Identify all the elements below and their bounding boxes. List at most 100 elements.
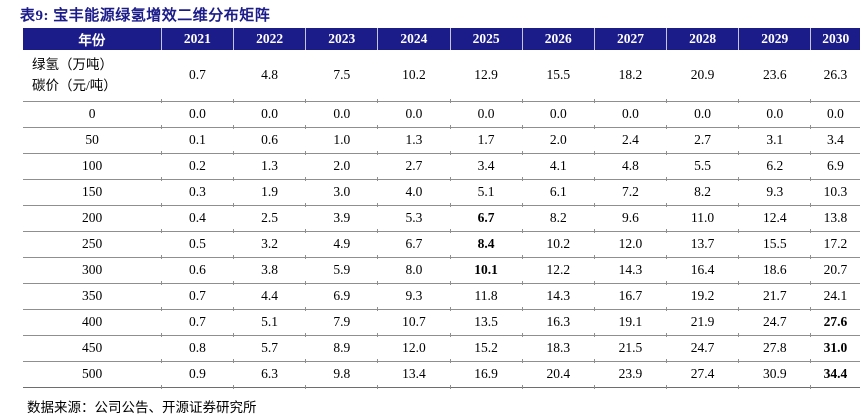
value-cell: 2.5 [232,205,306,232]
value-cell: 1.3 [377,127,451,154]
value-cell: 8.2 [521,205,595,232]
value-cell: 0.3 [160,179,234,206]
value-cell: 8.4 [449,231,523,258]
value-cell: 10.7 [377,309,451,336]
value-cell: 0.0 [232,101,306,128]
value-cell: 21.9 [666,309,739,336]
value-cell: 3.0 [305,179,378,206]
value-cell: 3.1 [738,127,811,154]
carbon-price-row-50: 50 0.1 0.6 1.0 1.3 1.7 2.0 2.4 2.7 3.1 3.4 [23,127,860,154]
value-cell: 12.4 [738,205,811,232]
row-label: 350 [23,283,162,310]
value-cell: 6.9 [305,283,378,310]
value-cell: 2.0 [305,153,378,180]
value-cell: 1.3 [232,153,306,180]
value-cell: 6.9 [810,153,860,180]
distribution-matrix-table: 年份 2021 2022 2023 2024 2025 2026 2027 2028 2029 2… [23,28,860,388]
green-hydrogen-value-cell: 7.5 [305,50,378,103]
value-cell: 10.1 [449,257,523,284]
value-cell: 10.2 [521,231,595,258]
value-cell: 3.2 [232,231,306,258]
value-cell: 12.0 [377,335,451,362]
value-cell: 0.0 [810,101,860,128]
value-cell: 1.9 [232,179,306,206]
carbon-price-row-100: 100 0.2 1.3 2.0 2.7 3.4 4.1 4.8 5.5 6.2 6.9 [23,153,860,180]
value-cell: 16.7 [593,283,667,310]
value-cell: 27.6 [810,309,860,336]
value-cell: 9.3 [377,283,451,310]
value-cell: 4.4 [232,283,306,310]
value-cell: 0.1 [160,127,234,154]
value-cell: 10.3 [810,179,860,206]
value-cell: 0.5 [160,231,234,258]
green-hydrogen-value-cell: 26.3 [810,50,860,103]
carbon-price-row-200: 200 0.4 2.5 3.9 5.3 6.7 8.2 9.6 11.0 12.4 13.8 [23,205,860,232]
value-cell: 9.6 [593,205,667,232]
row-label-green-hydrogen: 绿氢（万吨） 碳价（元/吨） [23,50,162,102]
value-cell: 19.1 [593,309,667,336]
header-year-2029: 2029 [738,28,811,50]
value-cell: 0.7 [160,309,234,336]
value-cell: 6.7 [449,205,523,232]
value-cell: 5.3 [377,205,451,232]
value-cell: 12.2 [521,257,595,284]
label-carbon-price: 碳价（元/吨） [32,78,117,94]
value-cell: 14.3 [593,257,667,284]
table-header-row: 年份 2021 2022 2023 2024 2025 2026 2027 2028 2029 2… [23,28,860,50]
value-cell: 13.7 [666,231,739,258]
value-cell: 20.4 [521,361,595,388]
value-cell: 0.4 [160,205,234,232]
value-cell: 4.1 [521,153,595,180]
value-cell: 7.9 [305,309,378,336]
row-label: 450 [23,335,162,362]
row-label: 250 [23,231,162,258]
header-year-2025: 2025 [449,28,523,50]
carbon-price-row-250: 250 0.5 3.2 4.9 6.7 8.4 10.2 12.0 13.7 15.5 17.2 [23,231,860,258]
corner-label-year: 年份 [23,28,162,50]
value-cell: 3.9 [305,205,378,232]
value-cell: 15.5 [738,231,811,258]
row-label: 200 [23,205,162,232]
value-cell: 2.0 [521,127,595,154]
carbon-price-row-300: 300 0.6 3.8 5.9 8.0 10.1 12.2 14.3 16.4 18.6 20.7 [23,257,860,284]
value-cell: 19.2 [666,283,739,310]
header-year-2021: 2021 [160,28,234,50]
value-cell: 0.6 [232,127,306,154]
value-cell: 2.4 [593,127,667,154]
value-cell: 1.0 [305,127,378,154]
carbon-price-row-450: 450 0.8 5.7 8.9 12.0 15.2 18.3 21.5 24.7 27.8 31.0 [23,335,860,362]
value-cell: 12.0 [593,231,667,258]
value-cell: 0.0 [521,101,595,128]
value-cell: 3.4 [449,153,523,180]
value-cell: 0.0 [305,101,378,128]
value-cell: 8.0 [377,257,451,284]
green-hydrogen-value-cell: 18.2 [593,50,667,103]
value-cell: 8.2 [666,179,739,206]
value-cell: 14.3 [521,283,595,310]
value-cell: 15.2 [449,335,523,362]
carbon-price-row-150: 150 0.3 1.9 3.0 4.0 5.1 6.1 7.2 8.2 9.3 10.3 [23,179,860,206]
value-cell: 0.0 [738,101,811,128]
value-cell: 0.0 [377,101,451,128]
green-hydrogen-value-cell: 10.2 [377,50,451,103]
value-cell: 2.7 [666,127,739,154]
value-cell: 0.8 [160,335,234,362]
value-cell: 24.1 [810,283,860,310]
row-label: 500 [23,361,162,388]
value-cell: 18.6 [738,257,811,284]
value-cell: 16.3 [521,309,595,336]
value-cell: 6.2 [738,153,811,180]
row-label: 0 [23,101,162,128]
value-cell: 0.0 [593,101,667,128]
row-label: 300 [23,257,162,284]
label-green-hydrogen: 绿氢（万吨） [32,56,113,72]
value-cell: 5.1 [449,179,523,206]
header-year-2024: 2024 [377,28,451,50]
value-cell: 17.2 [810,231,860,258]
row-label: 100 [23,153,162,180]
value-cell: 5.5 [666,153,739,180]
value-cell: 23.9 [593,361,667,388]
row-label: 400 [23,309,162,336]
carbon-price-row-0: 0 0.0 0.0 0.0 0.0 0.0 0.0 0.0 0.0 0.0 0.0 [23,101,860,128]
row-label: 50 [23,127,162,154]
